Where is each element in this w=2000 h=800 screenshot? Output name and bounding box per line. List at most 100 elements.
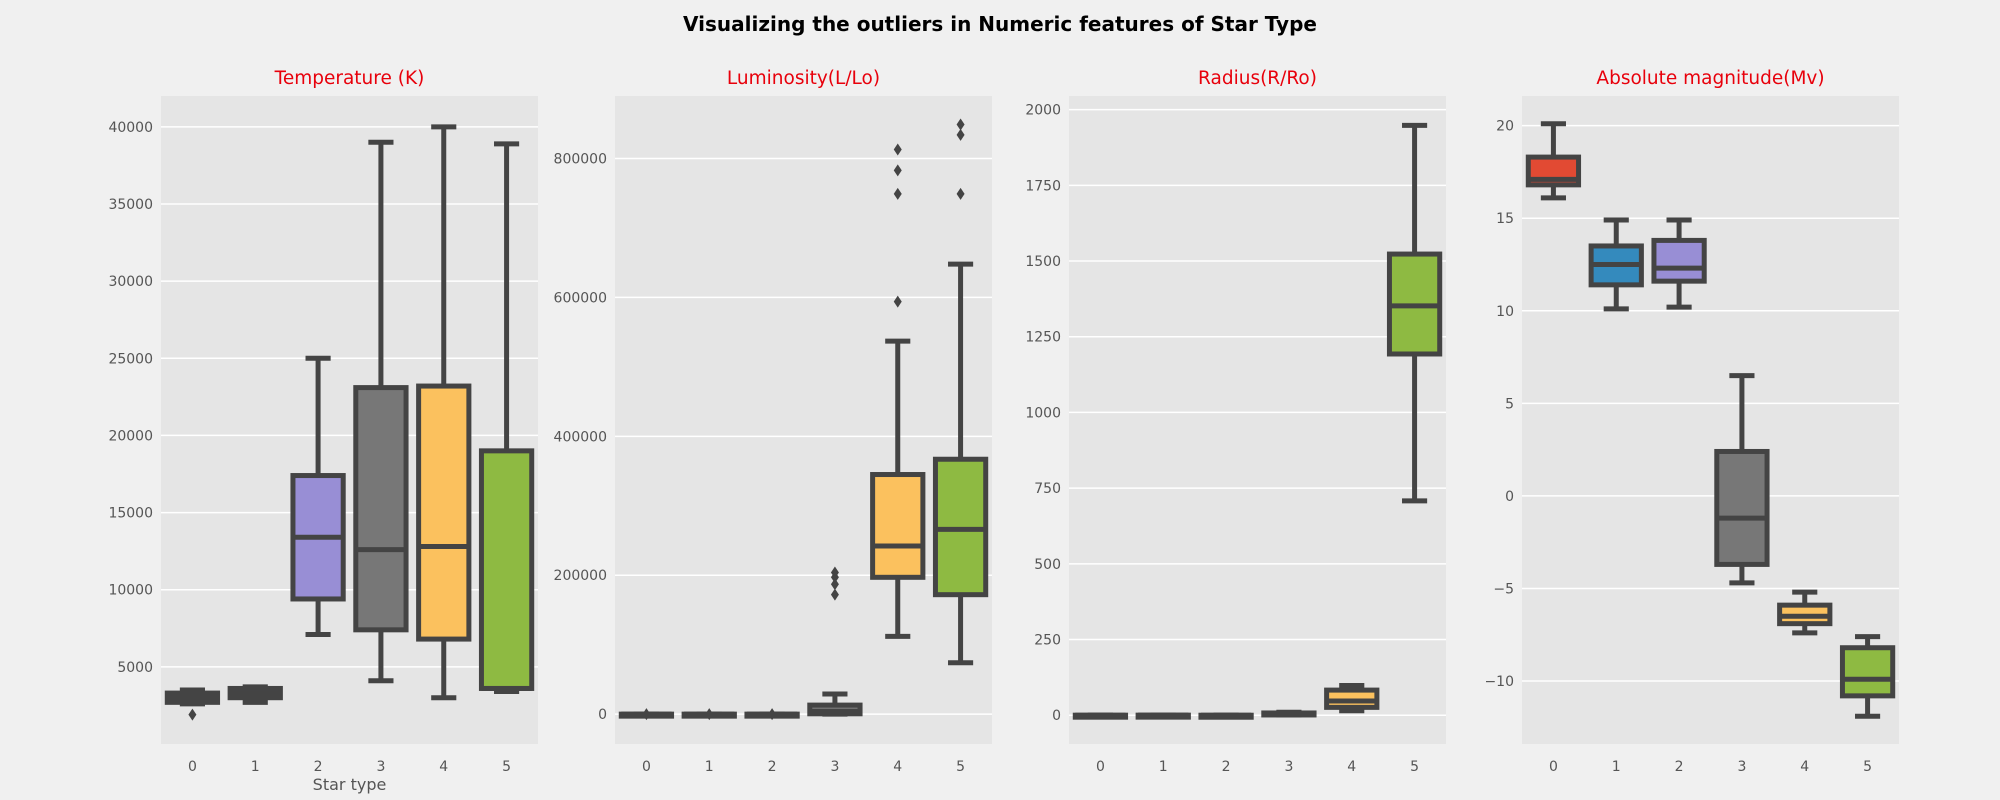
y-tick-label: 40000 <box>108 120 153 136</box>
panel-3: −10 −5 0 5 10 15 20 0 1 2 3 4 5 Absolute magnitude(Mv… <box>1484 68 1899 775</box>
y-tick-label: 35000 <box>108 197 153 213</box>
box-1 <box>1135 712 1191 720</box>
panel-1: 0 200000 400000 600000 800000 0 1 2 3 4 5 Luminosit… <box>554 68 992 775</box>
outlier-point <box>893 187 902 200</box>
y-tick-label: 10 <box>1496 304 1514 320</box>
panel-2: 0 250 500 750 1000 1250 1500 1750 2000 0 1 2 3 4 5 Radi… <box>1025 68 1446 775</box>
box-1 <box>1588 217 1644 312</box>
box-3 <box>1261 709 1317 718</box>
box-3 <box>1714 373 1770 586</box>
box-body <box>1714 448 1770 567</box>
outlier-point <box>188 708 197 721</box>
x-tick-label: 3 <box>830 759 839 775</box>
x-tick-label: 2 <box>1222 759 1231 775</box>
box-2 <box>1198 712 1254 720</box>
x-tick-label: 2 <box>1675 759 1684 775</box>
box-5 <box>932 118 989 666</box>
y-tick-label: 200000 <box>554 568 607 584</box>
panel-title: Absolute magnitude(Mv) <box>1596 68 1824 89</box>
box-0 <box>164 687 221 721</box>
box-body <box>416 383 472 642</box>
y-tick-label: 1750 <box>1025 178 1061 194</box>
box-1 <box>681 708 737 721</box>
y-tick-label: 1000 <box>1025 405 1061 421</box>
box-0 <box>1072 712 1129 720</box>
box-2 <box>290 355 346 637</box>
box-5 <box>478 141 535 695</box>
x-tick-label: 1 <box>705 759 714 775</box>
y-tick-label: 800000 <box>554 152 607 168</box>
x-tick-label: 5 <box>502 759 511 775</box>
box-body <box>870 472 926 580</box>
plot-area <box>1069 96 1446 744</box>
box-body <box>1651 237 1707 284</box>
x-tick-label: 2 <box>768 759 777 775</box>
x-tick-label: 1 <box>251 759 260 775</box>
y-tick-label: 250 <box>1034 633 1061 649</box>
x-tick-label: 0 <box>642 759 651 775</box>
outlier-point <box>830 588 839 601</box>
x-tick-label: 1 <box>1159 759 1168 775</box>
x-tick-label: 4 <box>439 759 448 775</box>
outlier-point <box>893 295 902 308</box>
x-tick-label: 2 <box>314 759 323 775</box>
x-tick-label: 1 <box>1612 759 1621 775</box>
box-body <box>353 385 409 633</box>
y-tick-label: 1250 <box>1025 330 1061 346</box>
box-3 <box>807 566 863 717</box>
x-tick-label: 4 <box>893 759 902 775</box>
figure-title: Visualizing the outliers in Numeric feat… <box>683 12 1317 36</box>
x-tick-label: 3 <box>1284 759 1293 775</box>
x-axis-label: Star type <box>313 775 387 794</box>
y-tick-label: 25000 <box>108 351 153 367</box>
outlier-point <box>893 164 902 177</box>
y-tick-label: 600000 <box>554 290 607 306</box>
x-tick-label: 5 <box>1410 759 1419 775</box>
y-tick-label: 15 <box>1496 211 1514 227</box>
x-tick-label: 4 <box>1800 759 1809 775</box>
box-4 <box>1777 589 1833 636</box>
x-tick-label: 0 <box>1549 759 1558 775</box>
outlier-point <box>956 128 965 141</box>
y-tick-label: 15000 <box>108 506 153 522</box>
x-tick-label: 5 <box>956 759 965 775</box>
outlier-point <box>893 143 902 156</box>
panel-0: 5000 10000 15000 20000 25000 30000 35000 40000 0… <box>108 68 538 794</box>
panel-title: Temperature (K) <box>274 68 425 89</box>
y-tick-label: 2000 <box>1025 103 1061 119</box>
box-2 <box>744 708 800 721</box>
outlier-point <box>830 578 839 591</box>
x-tick-label: 5 <box>1863 759 1872 775</box>
y-tick-label: 400000 <box>554 429 607 445</box>
panel-title: Luminosity(L/Lo) <box>727 68 880 89</box>
panel-title: Radius(R/Ro) <box>1198 68 1317 89</box>
outlier-point <box>642 708 651 721</box>
y-tick-label: −10 <box>1484 674 1514 690</box>
box-body <box>1839 645 1896 699</box>
outlier-point <box>768 708 777 721</box>
y-tick-label: −5 <box>1493 581 1514 597</box>
plot-area <box>1522 96 1899 744</box>
outlier-point <box>705 708 714 721</box>
y-tick-label: 0 <box>1505 489 1514 505</box>
box-2 <box>1651 217 1707 310</box>
x-tick-label: 0 <box>188 759 197 775</box>
y-tick-label: 0 <box>1052 708 1061 724</box>
box-5 <box>1386 122 1443 504</box>
box-1 <box>227 684 283 705</box>
y-tick-label: 10000 <box>108 583 153 599</box>
box-0 <box>618 708 675 721</box>
y-tick-label: 500 <box>1034 557 1061 573</box>
boxplot-panels: 5000100001500020000250003000035000400000… <box>108 68 1899 794</box>
box-0 <box>1525 121 1582 201</box>
x-tick-label: 0 <box>1096 759 1105 775</box>
outlier-point <box>956 187 965 200</box>
y-tick-label: 750 <box>1034 481 1061 497</box>
box-5 <box>1839 634 1896 719</box>
y-tick-label: 5 <box>1505 396 1514 412</box>
box-4 <box>1324 683 1380 714</box>
box-body <box>478 448 535 691</box>
x-tick-label: 3 <box>376 759 385 775</box>
outlier-point <box>956 118 965 131</box>
